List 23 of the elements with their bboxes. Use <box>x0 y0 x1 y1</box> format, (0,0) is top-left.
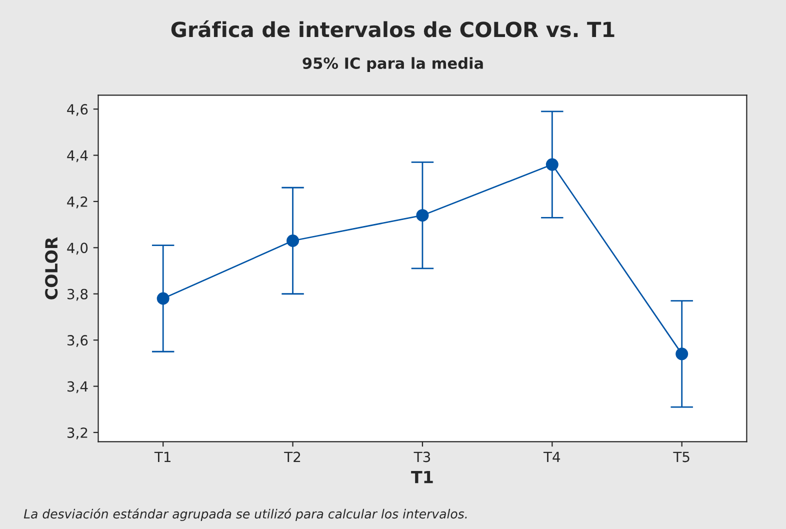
point <box>156 292 170 305</box>
y-tick-label: 4,0 <box>67 242 88 255</box>
y-tick-label: 4,4 <box>67 150 88 162</box>
chart-title: Gráfica de intervalos de COLOR vs. T1 <box>171 20 614 38</box>
chart-subtitle: 95% IC para la media <box>302 57 483 72</box>
y-tick-label: 4,6 <box>67 104 88 116</box>
point <box>546 158 558 171</box>
x-tick-label: T5 <box>673 452 690 462</box>
y-axis-title: COLOR <box>45 237 58 300</box>
point <box>676 348 688 360</box>
x-tick-label: T4 <box>543 452 560 462</box>
y-tick-label: 4,2 <box>67 196 88 208</box>
y-tick-label: 3,2 <box>68 427 88 440</box>
x-axis-title: T1 <box>411 470 433 484</box>
y-tick-label: 3,6 <box>68 335 88 347</box>
y-tick-label: 3,4 <box>68 381 88 394</box>
x-tick-label: T3 <box>414 452 430 462</box>
point <box>286 234 300 247</box>
x-tick-label: T1 <box>154 452 170 462</box>
y-tick-label: 3,8 <box>68 288 88 301</box>
point <box>416 209 429 222</box>
x-tick-label: T2 <box>284 452 300 462</box>
text: La desviación estándar agrupada se utilizó para calcular los intervalos. <box>24 508 467 522</box>
